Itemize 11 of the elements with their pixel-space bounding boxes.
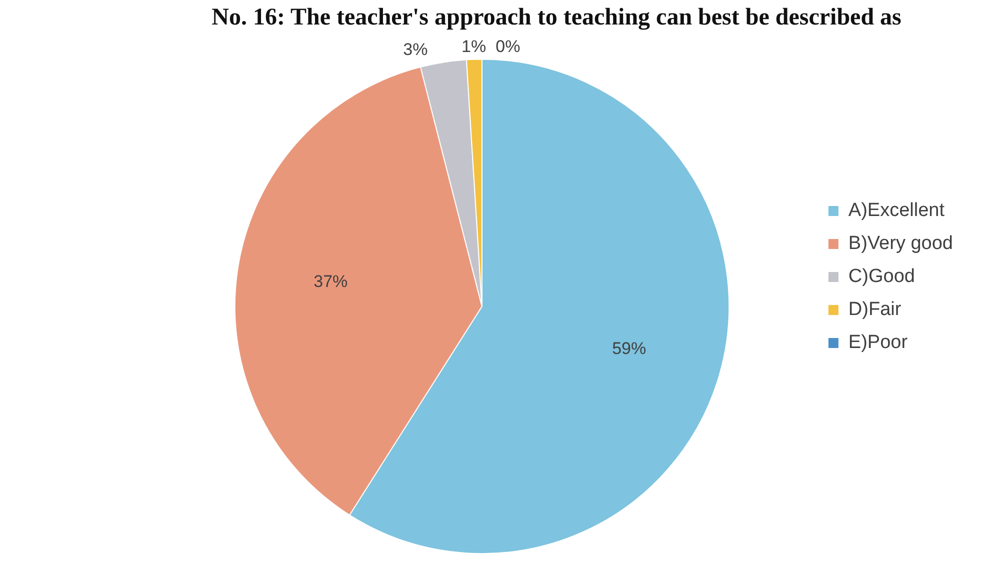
data-label: 3% xyxy=(403,40,428,60)
legend-label: A)Excellent xyxy=(848,200,946,222)
data-label: 37% xyxy=(314,272,348,292)
legend-label: C)Good xyxy=(848,266,915,288)
chart-title: No. 16: The teacher's approach to teaching can best be described as xyxy=(212,4,902,31)
legend-label: B)Very good xyxy=(848,233,954,254)
data-label: 1% xyxy=(462,37,486,56)
text: 0% xyxy=(496,36,520,56)
legend-label: D)Fair xyxy=(848,299,902,320)
legend-label: E)Poor xyxy=(848,332,908,354)
data-label: 59% xyxy=(612,338,646,358)
